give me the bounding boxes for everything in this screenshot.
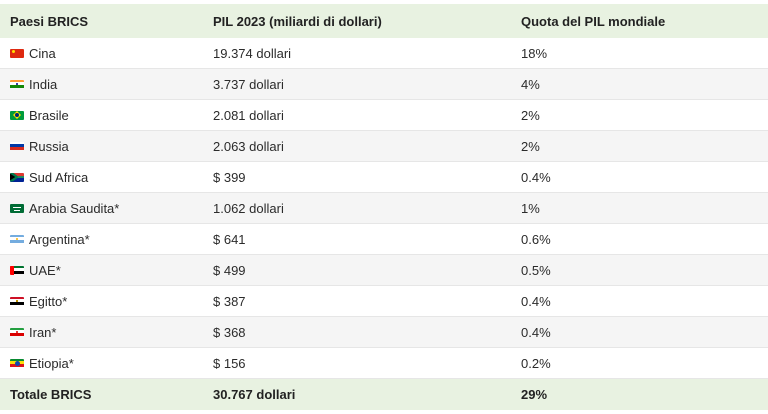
share-value: 0.4% <box>521 169 551 185</box>
country-name: Egitto* <box>29 293 68 309</box>
gdp-value: 3.737 dollari <box>213 76 284 92</box>
saudi-arabia-flag-icon <box>10 203 24 213</box>
header-country: Paesi BRICS <box>10 13 89 29</box>
ethiopia-flag-icon <box>10 358 24 368</box>
gdp-value: $ 641 <box>213 231 246 247</box>
country-name: India <box>29 76 58 92</box>
china-flag-icon <box>10 48 24 58</box>
share-value: 1% <box>521 200 540 216</box>
share-value: 0.4% <box>521 324 551 340</box>
brazil-flag-icon <box>10 110 24 120</box>
brics-gdp-table: Paesi BRICS PIL 2023 (miliardi di dollar… <box>0 4 768 410</box>
india-flag-icon <box>10 79 24 89</box>
table-row: Etiopia* $ 156 0.2% <box>0 348 768 379</box>
table-row: Arabia Saudita* 1.062 dollari 1% <box>0 193 768 224</box>
country-name: Brasile <box>29 107 69 123</box>
table-row: Iran* $ 368 0.4% <box>0 317 768 348</box>
country-name: Sud Africa <box>29 169 89 185</box>
share-value: 4% <box>521 76 540 92</box>
south-africa-flag-icon <box>10 172 24 182</box>
gdp-value: 2.081 dollari <box>213 107 284 123</box>
header-gdp: PIL 2023 (miliardi di dollari) <box>213 13 382 29</box>
total-share: 29% <box>521 387 548 402</box>
gdp-value: $ 368 <box>213 324 246 340</box>
share-value: 0.2% <box>521 355 551 371</box>
country-name: Cina <box>29 45 56 61</box>
table-header-row: Paesi BRICS PIL 2023 (miliardi di dollar… <box>0 4 768 38</box>
table-row: Cina 19.374 dollari 18% <box>0 38 768 69</box>
table-row: Egitto* $ 387 0.4% <box>0 286 768 317</box>
share-value: 0.4% <box>521 293 551 309</box>
share-value: 0.5% <box>521 262 551 278</box>
total-gdp: 30.767 dollari <box>213 387 296 402</box>
country-name: Etiopia* <box>29 355 74 371</box>
table-row: India 3.737 dollari 4% <box>0 69 768 100</box>
share-value: 18% <box>521 45 548 61</box>
country-name: Iran* <box>29 324 57 340</box>
header-share: Quota del PIL mondiale <box>521 13 666 29</box>
gdp-value: $ 387 <box>213 293 246 309</box>
gdp-value: 19.374 dollari <box>213 45 292 61</box>
table-row: Brasile 2.081 dollari 2% <box>0 100 768 131</box>
egypt-flag-icon <box>10 296 24 306</box>
total-label: Totale BRICS <box>10 387 92 402</box>
table-row: UAE* $ 499 0.5% <box>0 255 768 286</box>
gdp-value: 1.062 dollari <box>213 200 284 216</box>
country-name: UAE* <box>29 262 61 278</box>
gdp-value: $ 499 <box>213 262 246 278</box>
gdp-value: $ 399 <box>213 169 246 185</box>
iran-flag-icon <box>10 327 24 337</box>
share-value: 2% <box>521 107 540 123</box>
argentina-flag-icon <box>10 234 24 244</box>
table-row: Sud Africa $ 399 0.4% <box>0 162 768 193</box>
country-name: Arabia Saudita* <box>29 200 120 216</box>
gdp-value: $ 156 <box>213 355 246 371</box>
table-row: Argentina* $ 641 0.6% <box>0 224 768 255</box>
gdp-value: 2.063 dollari <box>213 138 284 154</box>
table-total-row: Totale BRICS 30.767 dollari 29% <box>0 379 768 410</box>
russia-flag-icon <box>10 141 24 151</box>
share-value: 0.6% <box>521 231 551 247</box>
uae-flag-icon <box>10 265 24 275</box>
table-row: Russia 2.063 dollari 2% <box>0 131 768 162</box>
country-name: Argentina* <box>29 231 90 247</box>
share-value: 2% <box>521 138 540 154</box>
country-name: Russia <box>29 138 69 154</box>
